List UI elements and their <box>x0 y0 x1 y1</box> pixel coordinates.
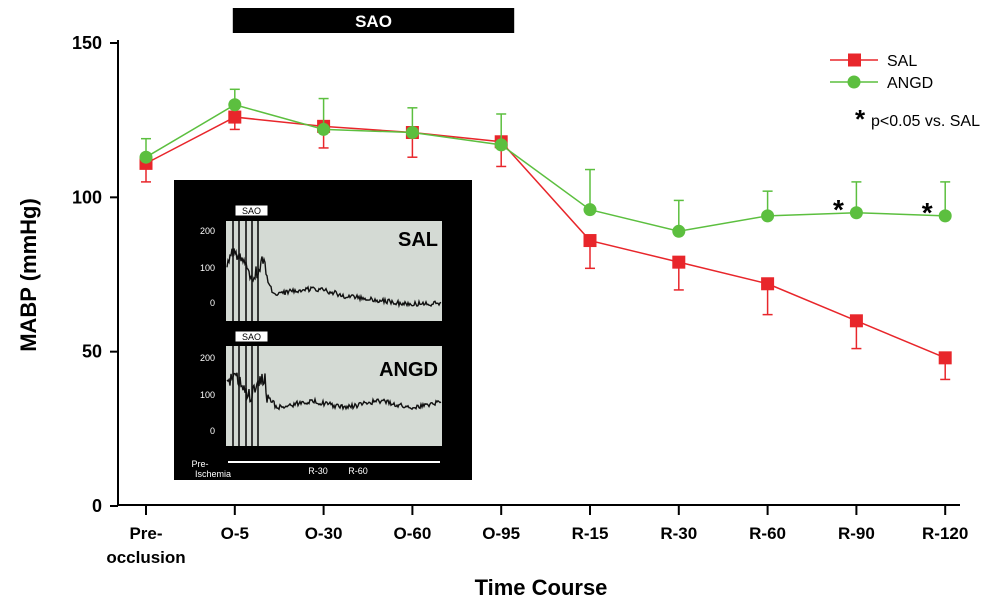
inset-panel-sal-trace <box>226 248 442 309</box>
inset-panel-angd: SAO ANGD 200 100 0 <box>200 330 442 446</box>
series-layer <box>139 88 952 381</box>
data-point <box>849 314 863 328</box>
data-point <box>139 150 153 164</box>
x-tick-label: R-90 <box>838 524 875 543</box>
axes: 0 50 100 150 Pre-occlusion O-5 O-30 O-60 O-95 R-… <box>16 33 968 600</box>
x-tick-label: R-30 <box>660 524 697 543</box>
legend-label: SAL <box>887 53 917 70</box>
inset-x-label-r60: R-60 <box>348 466 368 476</box>
y-tick-label: 50 <box>82 342 102 362</box>
inset-panel-angd-ytick-200: 200 <box>200 353 215 363</box>
x-tick-label: Pre- <box>129 524 162 543</box>
significance-asterisk: * <box>922 197 933 228</box>
inset-x-label-r30: R-30 <box>308 466 328 476</box>
x-tick-label: O-5 <box>221 524 249 543</box>
inset-panel-sal-marks <box>232 221 259 321</box>
legend-label: ANGD <box>887 75 933 92</box>
data-point <box>583 203 597 217</box>
data-point <box>494 138 508 152</box>
data-point <box>405 126 419 140</box>
significance-markers: * * <box>833 194 933 228</box>
occlusion-bar: SAO <box>232 8 515 33</box>
inset-panel-sal-ytick-200: 200 <box>200 226 215 236</box>
series-line <box>145 116 946 359</box>
y-tick-label: 0 <box>92 496 102 516</box>
inset-panel-angd-marks <box>232 346 259 446</box>
legend-asterisk: * <box>855 104 866 134</box>
data-point <box>228 98 242 112</box>
inset-x-label-pre: Pre- <box>191 459 208 469</box>
data-point <box>317 122 331 136</box>
legend-significance-note: p<0.05 vs. SAL <box>871 113 980 130</box>
inset-pressure-traces: SAO SAL 200 100 0 SAO ANGD 200 100 0 Pre… <box>174 180 472 480</box>
y-ticks: 0 50 100 150 <box>72 33 118 516</box>
x-tick-label: O-30 <box>305 524 343 543</box>
legend-marker <box>848 53 861 67</box>
x-tick-label: R-15 <box>572 524 609 543</box>
data-point <box>938 351 952 365</box>
y-tick-label: 100 <box>72 187 102 207</box>
inset-panel-sal: SAO SAL 200 100 0 <box>200 204 442 321</box>
x-tick-label: O-60 <box>394 524 432 543</box>
data-point <box>849 206 863 220</box>
data-point <box>938 209 952 223</box>
x-ticks: Pre-occlusion O-5 O-30 O-60 O-95 R-15 R-30 R-60… <box>106 505 968 567</box>
occlusion-bar-label: SAO <box>355 12 392 31</box>
y-tick-label: 150 <box>72 33 102 53</box>
legend-marker <box>847 75 861 89</box>
inset-panel-sal-tag: SAO <box>242 206 261 216</box>
data-point <box>672 224 686 238</box>
legend-entry-angd: ANGD <box>830 75 933 92</box>
inset-panel-sal-ytick-0: 0 <box>210 298 215 308</box>
data-point <box>761 209 775 223</box>
inset-x-label-ischemia: Ischemia <box>195 469 231 479</box>
x-axis-label: Time Course <box>475 575 608 600</box>
x-tick-label: R-60 <box>749 524 786 543</box>
inset-panel-angd-title: ANGD <box>379 359 438 381</box>
data-point <box>761 277 775 291</box>
inset-panel-angd-ytick-0: 0 <box>210 426 215 436</box>
x-tick-label: R-120 <box>922 524 968 543</box>
occlusion-bar-rect <box>232 8 515 33</box>
series-line <box>145 103 946 233</box>
inset-panel-angd-tag-box <box>234 330 269 343</box>
data-point <box>583 234 597 248</box>
data-point <box>228 110 242 124</box>
inset-panel-sal-title: SAL <box>398 229 438 251</box>
data-point <box>672 255 686 269</box>
inset-panel-sal-tag-box <box>234 204 269 217</box>
inset-panel-angd-trace <box>226 372 442 411</box>
y-axis-label: MABP (mmHg) <box>16 198 41 352</box>
legend-entry-sal: SAL <box>830 53 917 70</box>
significance-asterisk: * <box>833 194 844 225</box>
inset-panel-angd-ytick-100: 100 <box>200 390 215 400</box>
inset-panel-sal-ytick-100: 100 <box>200 263 215 273</box>
inset-panel-angd-tag: SAO <box>242 332 261 342</box>
x-tick-label: occlusion <box>106 548 185 567</box>
series-angd <box>139 88 952 238</box>
x-tick-label: O-95 <box>482 524 520 543</box>
inset-panel-angd-trace-area <box>226 346 442 446</box>
legend: SAL ANGD * p<0.05 vs. SAL <box>830 53 980 134</box>
